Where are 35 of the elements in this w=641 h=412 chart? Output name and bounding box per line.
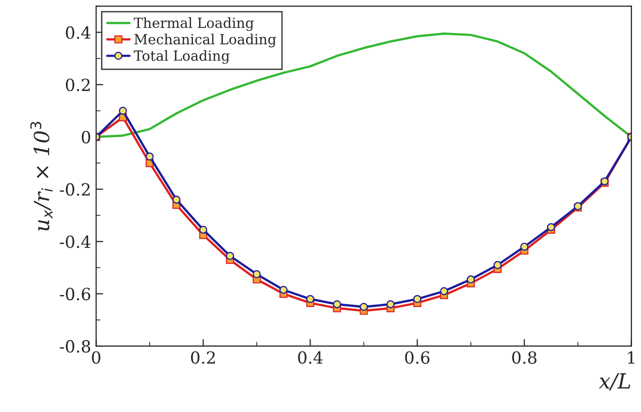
point xyxy=(172,196,180,204)
point xyxy=(146,152,154,161)
point xyxy=(118,106,127,115)
y-tick-label: -0.4 xyxy=(60,235,90,248)
point xyxy=(413,294,422,304)
point xyxy=(494,261,502,270)
x-tick-label: 0.6 xyxy=(405,351,430,364)
point xyxy=(199,226,208,234)
y-tick-label: 0 xyxy=(82,130,90,144)
point xyxy=(466,275,475,284)
x-tick-label: 0.4 xyxy=(298,351,323,364)
point xyxy=(306,294,314,304)
y-tick-label: -0.8 xyxy=(60,340,90,353)
legend-label: Thermal Loading xyxy=(134,17,254,31)
x-tick-label: 0.8 xyxy=(512,351,536,364)
point xyxy=(440,287,448,296)
point xyxy=(226,252,234,260)
y-tick-label: 0.4 xyxy=(66,26,90,39)
legend-label: Total Loading xyxy=(134,50,230,64)
x-tick-label: 0.2 xyxy=(191,351,215,364)
x-tick-label: 1 xyxy=(628,351,634,364)
y-tick-label: 0.2 xyxy=(66,78,90,92)
x-axis-title: x/L xyxy=(598,373,630,390)
point xyxy=(360,302,368,311)
y-tick-label: -0.6 xyxy=(60,288,90,300)
y-tick-label: -0.2 xyxy=(60,183,90,196)
point xyxy=(386,300,395,308)
point xyxy=(279,286,288,294)
x-tick-label: 0 xyxy=(92,351,100,364)
y-axis-title: u$_{x}$/r$_{i}$ × 10$^{3}$ xyxy=(30,122,53,231)
point xyxy=(252,270,261,278)
point xyxy=(520,242,528,251)
legend-label: Mechanical Loading xyxy=(134,34,276,48)
point xyxy=(332,300,342,308)
point xyxy=(547,223,556,232)
